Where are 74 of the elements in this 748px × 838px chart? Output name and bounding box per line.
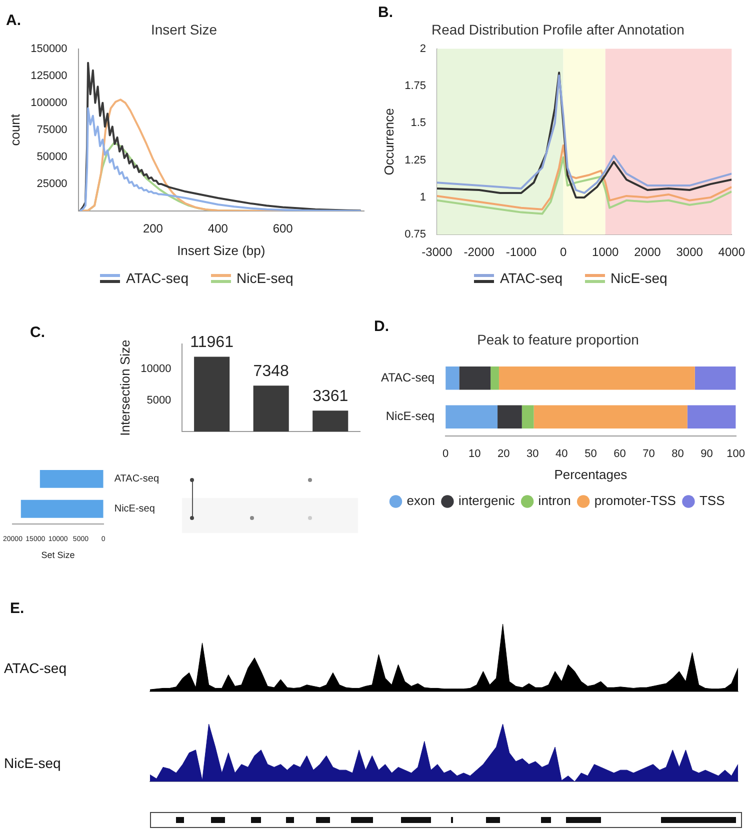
x-tick-label: 0: [560, 245, 567, 260]
text: C.: [30, 324, 45, 341]
x-tick-label: 2000: [634, 245, 662, 260]
legend-label: intergenic: [458, 493, 516, 508]
bar: [694, 366, 736, 390]
data-label: 7348: [253, 363, 289, 380]
x-axis-title: Percentages: [554, 466, 628, 482]
legend-label: exon: [406, 493, 435, 508]
text: D.: [374, 318, 389, 335]
x-tick-label: 4000: [718, 245, 746, 260]
legend-label: NicE-seq: [610, 270, 668, 286]
legend-label: TSS: [699, 493, 726, 508]
legend-label: ATAC-seq: [500, 270, 562, 286]
bar: [490, 366, 499, 390]
legend-label: promoter-TSS: [594, 493, 676, 508]
y-tick-label: 1.75: [404, 80, 426, 92]
x-tick-label: 80: [672, 448, 684, 460]
text: B.: [378, 4, 393, 21]
legend-label: NicE-seq: [236, 270, 294, 286]
x-tick-label: 100: [726, 448, 746, 460]
chart-title: Insert Size: [150, 21, 218, 38]
y-tick-label: 2: [420, 42, 426, 55]
y-tick-label: 1: [420, 191, 426, 204]
y-tick-label: 25000: [36, 178, 68, 190]
y-axis-title: Intersection Size: [117, 340, 132, 436]
bar: [194, 356, 230, 432]
x-tick-label: 3000: [676, 245, 704, 260]
x-tick-label: 200: [142, 222, 164, 236]
x-axis-title: Set Size: [41, 550, 75, 560]
y-tick-label: ATAC-seq: [380, 370, 435, 384]
bar: [498, 366, 695, 390]
y-tick-label: 125000: [30, 70, 68, 82]
chart-title: Peak to feature proportion: [477, 331, 639, 348]
x-tick-label: 20: [497, 448, 510, 460]
data-label: 3361: [312, 388, 348, 405]
x-tick-label: 60: [614, 448, 626, 460]
y-tick-label: 150000: [30, 42, 68, 55]
x-tick-label: 30: [526, 448, 539, 460]
y-tick-label: 75000: [36, 124, 68, 136]
text: E.: [10, 600, 24, 617]
x-tick-label: -2000: [464, 245, 495, 260]
bar: [459, 366, 491, 390]
x-tick-label: 1000: [592, 245, 620, 260]
y-tick-label: 1.25: [404, 154, 426, 166]
bar: [312, 410, 348, 432]
x-tick-label: 10: [468, 448, 481, 460]
x-axis-title: Insert Size (bp): [177, 242, 266, 258]
y-axis-title: count: [7, 114, 22, 146]
x-tick-label: 90: [700, 448, 713, 460]
y-tick-label: NicE-seq: [386, 409, 435, 424]
x-tick-label: 50: [584, 448, 597, 460]
bar: [534, 405, 688, 428]
bar: [253, 386, 289, 432]
bar: [446, 405, 498, 428]
y-tick-label: 50000: [36, 150, 68, 163]
y-tick-label: 1.5: [410, 117, 426, 130]
x-tick-label: 600: [272, 222, 294, 236]
data-label: 11961: [190, 334, 234, 352]
bar: [498, 405, 522, 428]
y-tick-label: 0.75: [404, 228, 426, 241]
y-axis-title: Occurrence: [381, 108, 396, 176]
x-tick-label: -1000: [506, 245, 537, 260]
x-tick-label: 0: [442, 448, 449, 460]
legend-label: intron: [538, 493, 571, 508]
x-tick-label: -3000: [422, 245, 453, 260]
chart-title: Read Distribution Profile after Annotation: [432, 21, 684, 38]
bar: [446, 366, 460, 390]
bar: [687, 405, 736, 428]
y-tick-label: 100000: [30, 96, 68, 109]
x-tick-label: 70: [642, 448, 655, 460]
x-tick-label: 400: [208, 222, 228, 236]
text: A.: [6, 12, 21, 29]
x-tick-label: 40: [556, 448, 568, 460]
bar: [522, 405, 534, 428]
